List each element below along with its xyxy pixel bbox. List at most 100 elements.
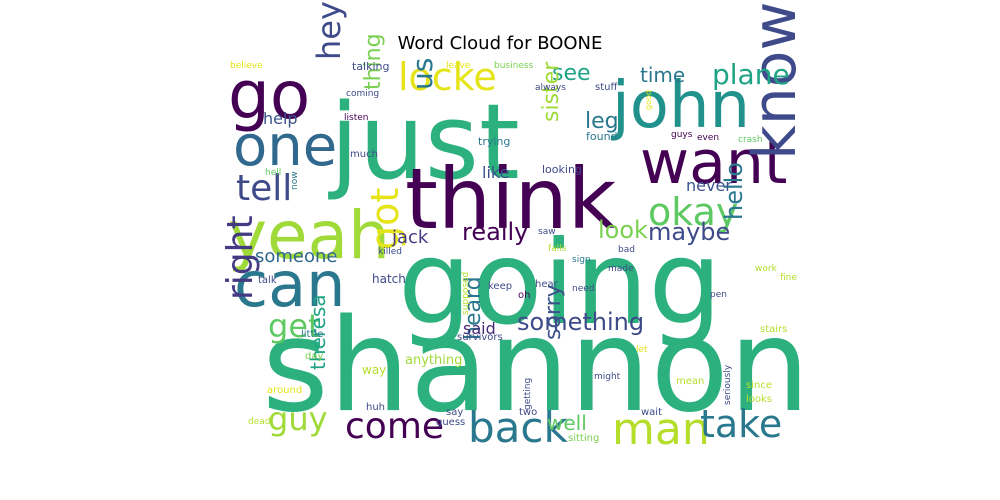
word-hey: hey [310,1,348,60]
word-take: take [700,402,782,446]
word-hear: hear [535,279,559,290]
word-maybe: maybe [648,218,730,246]
word-talk: talk [258,275,277,286]
word-believe: believe [230,61,263,71]
word-guy: guy [268,400,328,438]
word-always: always [535,83,566,93]
word-looks: looks [746,394,772,405]
word-bad: bad [618,245,635,255]
word-even: even [697,133,719,143]
chart-title: Word Cloud for BOONE [397,33,603,54]
word-sitting: sitting [568,433,599,444]
word-thing: thing [361,33,386,90]
word-pen: pen [710,290,727,300]
word-really: really [462,218,528,246]
word-someone: someone [255,246,338,267]
word-supposed: supposed [461,272,471,315]
word-plane: plane [712,58,790,91]
word-need: need [572,284,595,294]
word-getting: getting [523,378,533,410]
word-stuff: stuff [595,82,618,93]
word-two: two [519,407,537,418]
word-time: time [640,63,685,87]
word-made: made [608,264,634,274]
word-got: got [363,188,407,250]
word-anything: anything [405,353,462,368]
word-business: business [494,61,534,71]
word-killed: killed [378,247,402,257]
word-good: good [644,90,653,110]
word-since: since [746,380,772,391]
word-dead: dead [248,417,270,427]
word-found: found [586,130,618,143]
word-wait: wait [641,407,662,418]
word-crash: crash [738,135,763,145]
word-survivors: survivors [457,332,503,343]
word-shannon: shannon [262,292,810,441]
word-jack: jack [391,227,429,248]
word-get: get [268,307,321,345]
word-seriously: seriously [723,364,733,405]
word-go: go [228,57,310,134]
word-just: just [328,81,520,203]
word-hello: hello [720,162,748,220]
word-much: much [350,149,378,160]
word-leg: leg [585,109,619,134]
word-never: never [686,176,732,195]
word-now: now [290,171,300,190]
word-right: right [220,215,261,300]
word-want: want [640,128,787,198]
word-man: man [612,404,710,455]
word-guess: guess [436,417,465,428]
word-leave: leave [446,61,471,71]
word-huh: huh [366,402,385,413]
word-way: way [362,363,386,377]
word-hatch: hatch [372,272,406,286]
word-around: around [267,385,302,396]
word-trying: trying [478,135,510,148]
word-day: day [305,351,323,362]
word-something: something [517,308,644,336]
word-us: us [406,58,439,90]
word-sign: sign [572,255,591,265]
word-look: look [598,216,648,244]
word-oh: oh [518,290,530,301]
word-said: said [463,319,496,338]
word-might: might [594,372,621,382]
word-well: well [547,411,587,435]
word-heard: heard [461,276,486,340]
word-tell: tell [236,168,292,209]
word-see: see [552,61,591,86]
word-okay: okay [648,190,738,234]
word-work: work [755,264,778,274]
word-hell: hell [265,168,281,178]
word-listen: listen [344,113,368,123]
word-think: think [405,150,617,248]
word-like: like [482,163,509,182]
word-fine: fine [780,273,797,283]
word-let: let [636,345,648,355]
word-yeah: yeah [228,197,390,274]
word-one: one [233,114,337,179]
word-theresa: theresa [306,294,330,370]
word-coming: coming [346,89,379,99]
word-saw: saw [538,227,556,237]
word-stairs: stairs [760,324,787,335]
word-falls: falls [548,244,567,254]
word-looking: looking [542,163,582,176]
word-come: come [345,406,444,447]
word-keep: keep [488,281,512,292]
word-little: little [301,329,323,340]
word-can: can [234,248,345,321]
word-know: know [740,1,810,160]
word-mean: mean [676,376,704,387]
word-sister: sister [539,61,564,122]
word-guys: guys [671,130,693,140]
word-talking: talking [352,60,390,73]
word-back: back [468,403,568,452]
word-help: help [263,109,298,128]
word-locke: locke [398,55,497,99]
word-say: say [446,407,463,418]
